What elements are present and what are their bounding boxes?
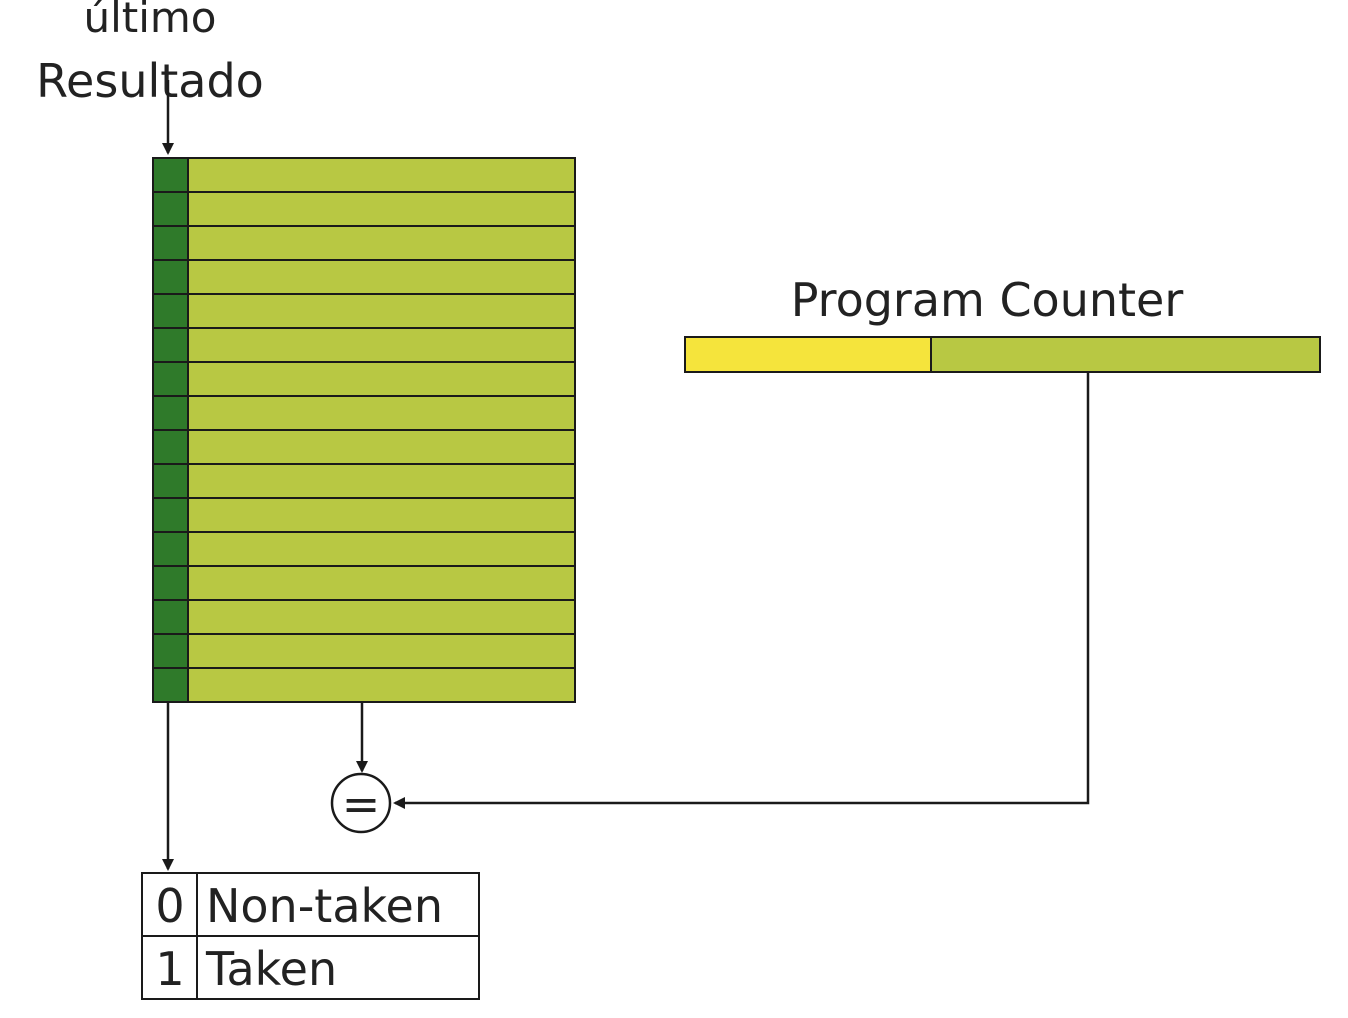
pc-high-bits <box>930 336 1321 373</box>
comparator-symbol: = <box>342 777 381 831</box>
legend-meaning-1: Taken <box>205 942 337 996</box>
ultimo-label: último <box>83 0 216 42</box>
resultado-label: Resultado <box>36 54 264 108</box>
legend-meaning-0: Non-taken <box>206 879 443 933</box>
pc-to-comparator-arrow <box>393 372 1090 809</box>
legend-bit-1: 1 <box>155 942 184 996</box>
comparator-circle <box>330 772 392 834</box>
legend-table: 0 Non-taken 1 Taken <box>141 872 480 1000</box>
legend-bit-0: 0 <box>155 879 184 933</box>
pc-low-bits <box>684 336 932 373</box>
prediction-table <box>152 157 576 703</box>
program-counter-label: Program Counter <box>791 273 1184 327</box>
